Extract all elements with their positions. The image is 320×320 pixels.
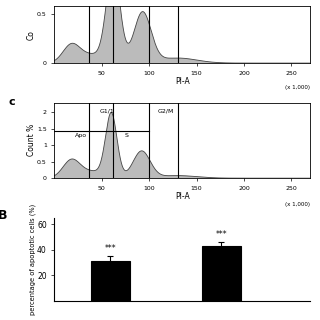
Bar (91, 261, 130, 301)
Text: ***: *** (216, 230, 227, 239)
Text: c: c (8, 97, 15, 107)
Text: (x 1,000): (x 1,000) (285, 84, 310, 90)
Text: S: S (124, 133, 128, 138)
Y-axis label: Count %: Count % (27, 124, 36, 156)
Y-axis label: percentage of apoptotic cells (%): percentage of apoptotic cells (%) (29, 204, 36, 315)
Text: ***: *** (104, 244, 116, 253)
X-axis label: PI-A: PI-A (175, 77, 190, 86)
Text: G2/M: G2/M (158, 108, 174, 113)
Text: (x 1,000): (x 1,000) (285, 202, 310, 207)
Text: G1/1: G1/1 (100, 108, 115, 113)
Text: Apo: Apo (75, 133, 87, 138)
Bar (202, 246, 241, 301)
Y-axis label: Co: Co (27, 30, 36, 40)
Text: B: B (0, 209, 8, 222)
X-axis label: PI-A: PI-A (175, 192, 190, 201)
